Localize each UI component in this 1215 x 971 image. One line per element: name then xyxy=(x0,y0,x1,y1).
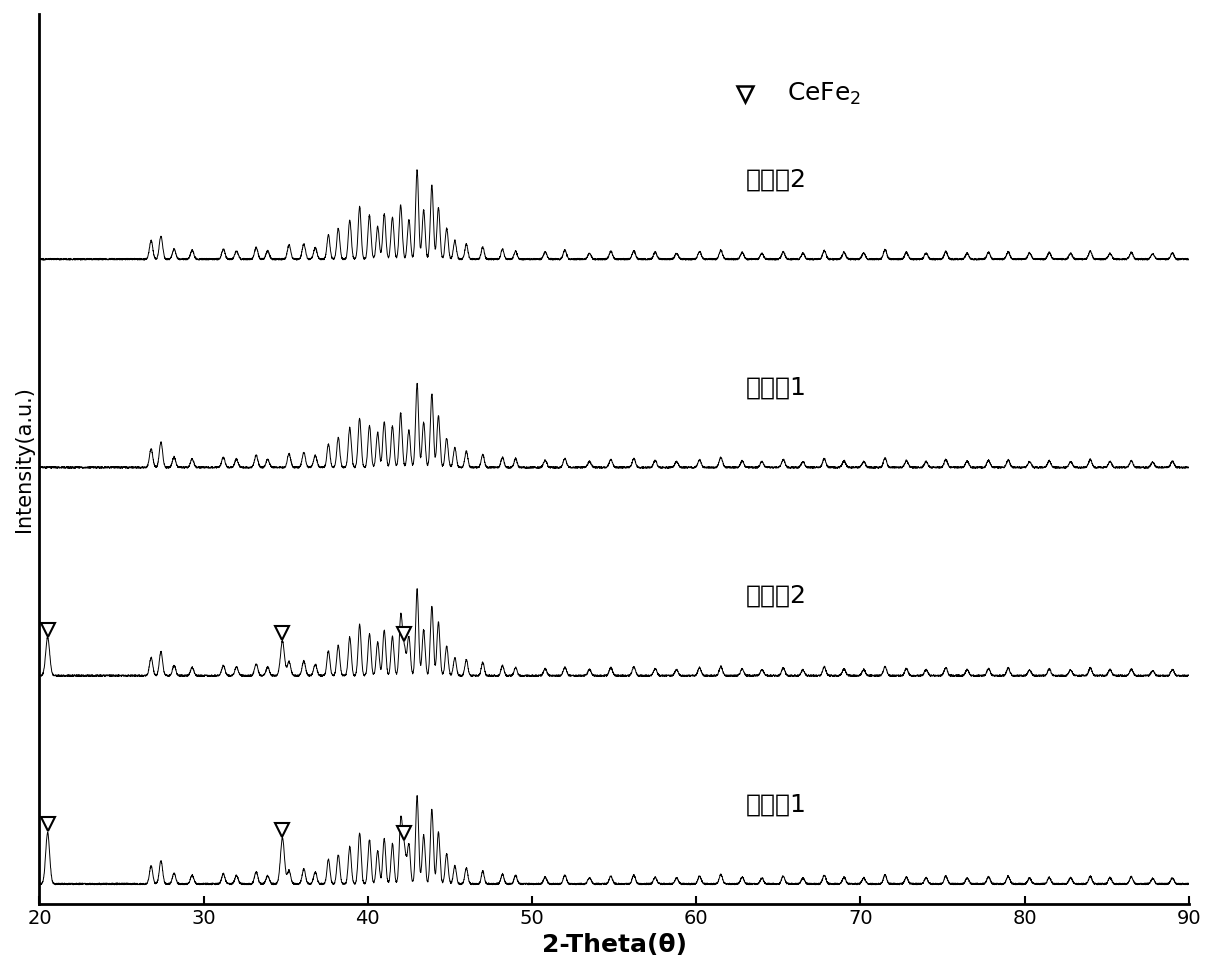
Text: 对比例1: 对比例1 xyxy=(746,792,807,817)
Text: 实施例2: 实施例2 xyxy=(746,168,807,191)
Text: 对比例2: 对比例2 xyxy=(746,584,807,608)
Y-axis label: Intensity(a.u.): Intensity(a.u.) xyxy=(13,385,34,532)
Text: CeFe$_2$: CeFe$_2$ xyxy=(786,82,860,108)
X-axis label: 2-Theta(θ): 2-Theta(θ) xyxy=(542,933,686,957)
Text: 实施例1: 实施例1 xyxy=(746,376,807,400)
